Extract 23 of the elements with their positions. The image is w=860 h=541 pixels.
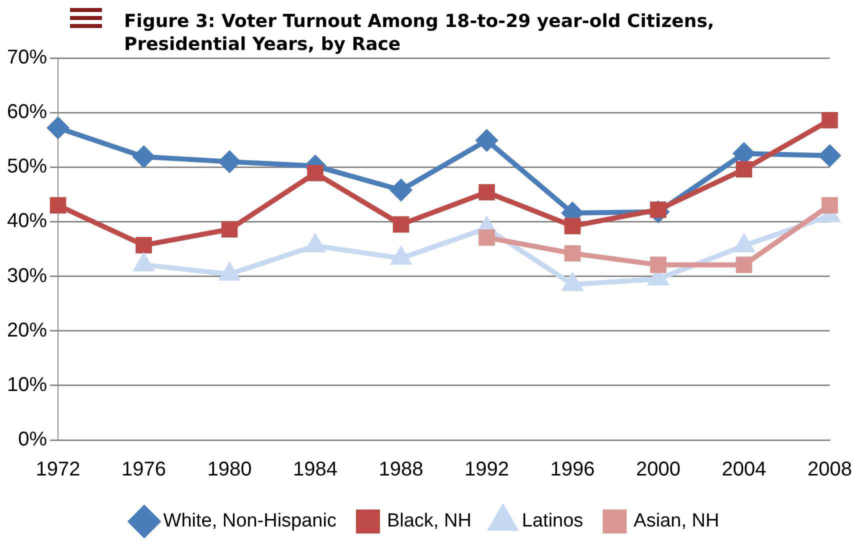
legend-label: Asian, NH [634,510,720,532]
x-tick-label: 1992 [464,458,510,481]
y-tick-label: 30% [7,264,48,287]
x-tick-label: 1976 [122,458,166,481]
x-tick-label: 2008 [808,458,852,481]
x-tick-label: 1972 [36,458,80,481]
chart-title: Figure 3: Voter Turnout Among 18-to-29 year-old Citizens, Presidential Years, by Race [124,10,716,56]
legend-label: Black, NH [386,510,472,532]
x-tick-label: 1988 [378,458,424,481]
legend-label: Latinos [522,510,584,532]
x-tick-label: 2000 [636,458,681,481]
y-tick-label: 50% [7,156,48,178]
x-tick-label: 1984 [293,458,338,481]
legend-label: White, Non-Hispanic [163,510,336,532]
y-tick-label: 40% [7,210,48,232]
y-tick-label: 10% [7,374,48,396]
x-tick-label: 1996 [550,458,595,481]
x-tick-label: 1980 [207,458,252,481]
y-tick-label: 20% [7,319,48,342]
y-tick-label: 60% [7,101,48,124]
x-tick-label: 2004 [722,458,766,481]
y-tick-label: 0% [18,428,48,451]
y-tick-label: 70% [7,46,48,69]
